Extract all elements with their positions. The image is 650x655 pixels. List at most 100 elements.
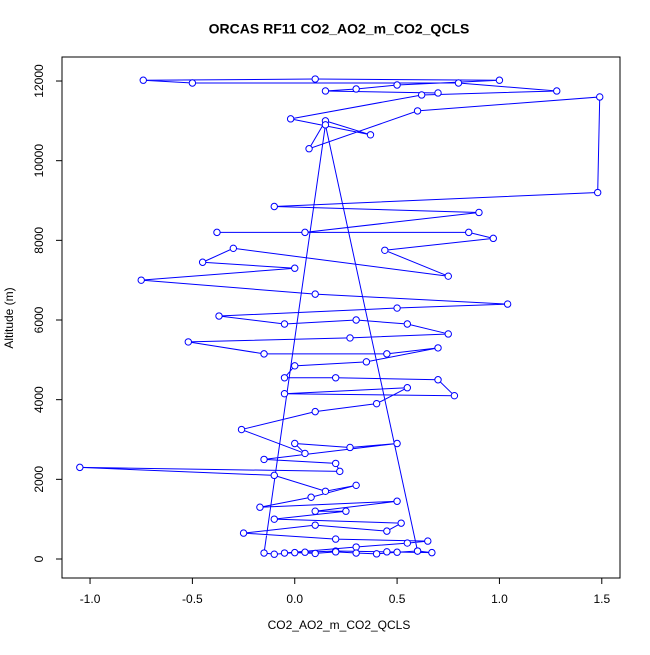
data-point — [260, 549, 268, 557]
y-axis-label: Altitude (m) — [2, 287, 16, 348]
data-point — [428, 548, 436, 557]
data-point — [260, 350, 268, 358]
data-point — [393, 81, 401, 89]
data-point — [301, 548, 309, 556]
x-tick-label: -0.5 — [182, 592, 203, 606]
x-tick-label: 1.5 — [593, 592, 610, 606]
data-point — [270, 471, 278, 480]
data-point — [311, 507, 319, 515]
data-point — [305, 145, 313, 153]
data-point — [503, 300, 512, 308]
data-point — [280, 374, 289, 382]
data-point — [229, 244, 238, 253]
data-point — [280, 549, 289, 557]
data-point — [321, 87, 330, 95]
data-point — [596, 93, 604, 101]
data-point — [413, 547, 422, 555]
data-point — [237, 425, 246, 434]
data-point — [291, 362, 299, 370]
data-point — [393, 439, 401, 448]
data-point — [321, 121, 330, 129]
chart-title: ORCAS RF11 CO2_AO2_m_CO2_QCLS — [209, 21, 470, 37]
x-tick-label: -1.0 — [80, 592, 101, 606]
data-point — [553, 87, 561, 95]
data-point — [331, 548, 340, 556]
data-point — [454, 79, 463, 87]
x-tick-label: 0.5 — [389, 592, 406, 606]
data-point — [291, 548, 299, 557]
data-point — [434, 376, 442, 384]
data-point — [346, 443, 354, 452]
data-point — [184, 338, 192, 346]
data-point — [321, 487, 330, 495]
data-point — [403, 539, 412, 547]
data-point — [311, 290, 319, 298]
data-point — [286, 115, 295, 123]
data-point — [366, 131, 375, 139]
data-point — [342, 507, 350, 515]
plot-box — [61, 56, 621, 579]
y-tick-label: 6000 — [32, 306, 46, 333]
data-point — [331, 459, 340, 468]
data-point — [383, 527, 391, 535]
data-point — [495, 76, 504, 84]
data-point — [291, 439, 299, 448]
data-point — [311, 407, 319, 416]
data-point — [465, 228, 473, 237]
data-point — [213, 228, 221, 237]
y-tick-label: 12000 — [32, 64, 46, 98]
y-tick-label: 0 — [32, 555, 46, 562]
data-point — [336, 467, 344, 476]
data-point — [311, 75, 319, 83]
data-point — [450, 391, 459, 400]
data-point — [270, 202, 278, 211]
data-point — [260, 455, 268, 464]
data-point — [137, 276, 145, 284]
data-point — [444, 272, 452, 280]
data-point — [444, 330, 452, 338]
data-point — [413, 107, 422, 115]
y-tick-label: 2000 — [32, 466, 46, 493]
data-point — [76, 463, 84, 472]
data-point — [434, 344, 442, 352]
data-point — [352, 481, 360, 490]
y-tick-label: 4000 — [32, 386, 46, 413]
data-point — [270, 550, 278, 558]
data-point — [352, 549, 360, 557]
data-point — [489, 234, 497, 243]
data-point — [403, 320, 412, 328]
x-tick-label: 0.0 — [286, 592, 303, 606]
data-point — [362, 358, 371, 366]
data-point — [256, 503, 264, 511]
data-point — [352, 316, 360, 324]
data-point — [331, 374, 340, 382]
data-point — [188, 79, 197, 87]
data-point — [372, 399, 381, 408]
data-point — [372, 550, 381, 558]
y-tick-label: 8000 — [32, 227, 46, 254]
data-point — [417, 91, 426, 99]
data-point — [311, 521, 319, 529]
data-point — [311, 549, 319, 558]
data-point — [291, 264, 299, 272]
data-point — [393, 304, 401, 312]
x-axis-label: CO2_AO2_m_CO2_QCLS — [268, 618, 411, 632]
data-point — [239, 529, 248, 537]
data-point — [270, 515, 278, 523]
data-point — [301, 449, 309, 458]
data-point — [383, 350, 391, 358]
data-point — [424, 537, 432, 545]
data-point — [403, 384, 412, 392]
data-point — [352, 85, 360, 93]
data-point — [331, 535, 340, 543]
data-point — [346, 334, 354, 342]
data-point — [393, 497, 401, 505]
data-point — [301, 228, 309, 237]
data-point — [198, 258, 207, 266]
data-point — [139, 76, 147, 84]
data-point — [397, 519, 405, 527]
data-point — [280, 389, 289, 398]
data-point — [381, 246, 389, 255]
